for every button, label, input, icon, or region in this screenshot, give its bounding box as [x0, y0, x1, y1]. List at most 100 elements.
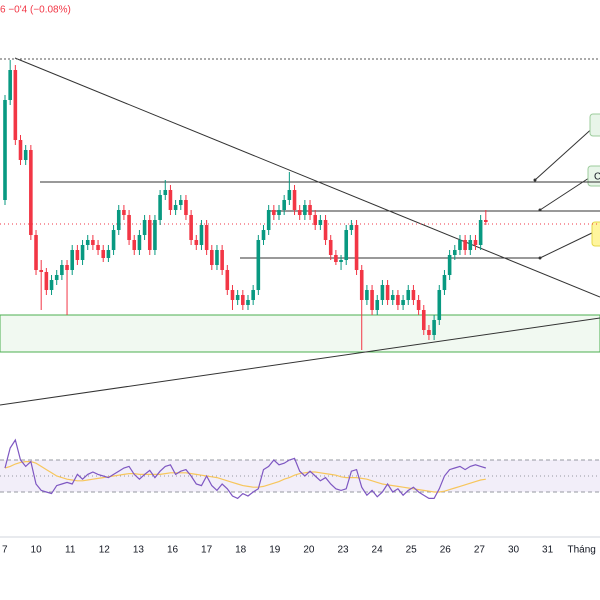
candle-body [215, 250, 219, 265]
candle-body [85, 240, 90, 245]
candle-body [473, 240, 478, 245]
candle-body [411, 290, 416, 300]
candle-body [452, 250, 457, 255]
candle-body [416, 300, 421, 310]
rsi-ma [4, 461, 486, 493]
candle-body [210, 250, 214, 265]
x-tick-label: 27 [474, 545, 486, 556]
callout-box [587, 165, 600, 187]
candle-body [168, 190, 173, 210]
candle-body [390, 295, 395, 300]
zone [0, 314, 600, 353]
candle-body [70, 250, 75, 270]
header: 6 −0'4 (−0.08%) [0, 5, 71, 16]
candle-body [328, 240, 333, 255]
candle-body [235, 295, 240, 300]
x-tick-label: 23 [337, 545, 349, 556]
candle-body [261, 230, 266, 240]
x-tick-label: 12 [99, 545, 111, 556]
candle-body [370, 290, 374, 310]
candle-body [111, 230, 116, 250]
candle-body [246, 300, 250, 305]
candle-body [349, 225, 354, 230]
candle-body [178, 200, 183, 205]
trend-line [0, 317, 600, 406]
candle-body [406, 290, 411, 300]
candle-body [437, 290, 442, 320]
candle-body [484, 220, 488, 222]
candle-body [313, 215, 317, 225]
candle-body [101, 250, 106, 258]
x-tick-label: 11 [65, 545, 76, 556]
candle-body [432, 320, 436, 335]
candle-body [204, 225, 209, 250]
callout-dot [533, 178, 537, 182]
candle-body [18, 140, 23, 160]
candle-body [277, 210, 281, 215]
x-tick-label: 20 [303, 545, 315, 556]
candle-body [266, 210, 271, 230]
x-tick-label: 7 [2, 545, 8, 556]
candle-body [3, 100, 7, 200]
candle-body [323, 220, 328, 240]
candle-body [272, 210, 276, 215]
candle-body [401, 300, 405, 305]
rsi-values [4, 438, 486, 500]
x-tick-label: 19 [269, 545, 281, 556]
candle-body [173, 205, 178, 210]
candle-body [163, 190, 168, 195]
candle-body [478, 220, 483, 245]
trend-line [14, 57, 600, 298]
x-tick-label: 16 [167, 545, 179, 556]
callout-label: C [594, 172, 600, 183]
candle-body [318, 220, 323, 225]
candle-body [225, 270, 230, 290]
candle-body [354, 225, 359, 270]
candle-body [365, 290, 369, 300]
candle-body [8, 70, 12, 100]
candle-body [256, 240, 261, 290]
candle-body [142, 220, 147, 235]
candle-body [194, 240, 199, 245]
x-tick-label: 26 [440, 545, 452, 556]
candle-body [421, 310, 426, 330]
candle-body [287, 190, 292, 200]
candle-body [116, 210, 121, 230]
candle-body [282, 200, 286, 210]
candle-body [34, 235, 38, 270]
candle-body [251, 290, 255, 300]
candle-body [106, 250, 111, 258]
candle-body [220, 250, 224, 270]
candle-body [303, 205, 307, 215]
candle-body [344, 230, 349, 260]
candle-body [122, 210, 126, 215]
callout-line [534, 124, 597, 181]
x-tick-label: 31 [542, 545, 554, 556]
candle-body [153, 220, 157, 250]
callout-line [539, 231, 595, 259]
candle-body [75, 250, 80, 260]
candle-body [458, 240, 462, 250]
x-tick-label: 30 [508, 545, 520, 556]
candle-body [13, 70, 18, 140]
callout-box [591, 221, 600, 247]
candle-body [44, 272, 49, 290]
candle-body [23, 150, 28, 160]
candle-body [468, 240, 473, 250]
candle-body [29, 150, 33, 235]
candle-body [189, 215, 193, 240]
x-tick-label: 17 [201, 545, 213, 556]
candle-body [132, 240, 137, 250]
candle-body [49, 280, 54, 290]
x-tick-label: 18 [235, 545, 247, 556]
candle-body [297, 210, 302, 215]
candle-body [463, 240, 467, 250]
candle-body [39, 270, 43, 272]
candle-body [385, 285, 390, 300]
x-tick-label: 25 [406, 545, 418, 556]
candle-body [54, 275, 59, 280]
candle-body [80, 245, 85, 260]
candle-body [308, 205, 312, 215]
